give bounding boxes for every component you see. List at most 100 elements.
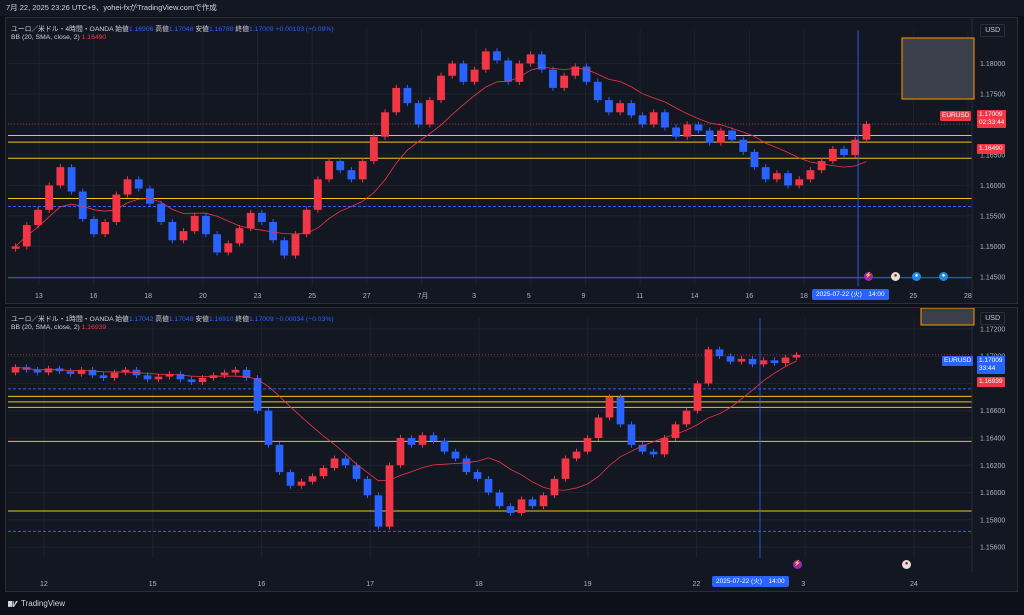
open-label-1h: 始値 <box>115 316 129 323</box>
candle-body <box>539 495 548 507</box>
candle-body <box>352 465 361 479</box>
candle-body <box>517 499 526 513</box>
candle-body <box>526 54 535 64</box>
low-label: 安値 <box>195 26 209 33</box>
y-tick-label: 1.16000 <box>980 183 1005 190</box>
close-value-1h: 1.17009 <box>249 316 274 323</box>
x-tick-label: 15 <box>149 581 157 588</box>
candle-body <box>693 383 702 411</box>
y-tick-label: 1.15500 <box>980 213 1005 220</box>
y-tick-label: 1.16500 <box>980 152 1005 159</box>
bb-basis-line <box>15 360 797 491</box>
candle-body <box>11 367 20 373</box>
symbol-tag-1h: EURUSD <box>942 356 974 366</box>
candle-body <box>246 212 255 229</box>
candle-body <box>291 234 300 256</box>
candle-body <box>828 148 837 162</box>
x-tick-label: 19 <box>584 581 592 588</box>
candle-body <box>616 103 625 113</box>
lightning-icon[interactable]: ⚡ <box>864 272 873 281</box>
candle-body <box>682 410 691 425</box>
chart-panel-4h[interactable]: 1.180001.175001.170001.165001.160001.155… <box>5 17 1018 304</box>
candle-body <box>179 231 188 241</box>
candle-body <box>201 215 210 235</box>
candle-body <box>429 435 438 441</box>
x-tick-label: 18 <box>144 293 152 300</box>
candle-body <box>481 51 490 70</box>
candle-body <box>275 444 284 473</box>
x-tick-label: 18 <box>475 581 483 588</box>
candle-body <box>616 397 625 425</box>
flag-eu-icon-2[interactable]: ● <box>939 272 948 281</box>
flag-us-icon-1h[interactable]: ● <box>902 560 911 569</box>
open-value: 1.16906 <box>128 26 154 33</box>
flag-eu-icon[interactable]: ● <box>912 272 921 281</box>
high-label-1h: 高値 <box>155 316 169 323</box>
candle-body <box>34 209 42 226</box>
y-tick-label: 1.15000 <box>980 244 1005 251</box>
chart-panel-1h[interactable]: 1.172001.170001.168001.166001.164001.162… <box>5 307 1018 592</box>
candle-body <box>694 124 703 131</box>
candle-body <box>67 167 76 192</box>
candle-body <box>739 139 748 152</box>
flag-us-icon[interactable]: ● <box>891 272 900 281</box>
candle-body <box>313 179 322 210</box>
countdown: 02:33:44 <box>979 119 1005 126</box>
x-tick-label: 22 <box>693 581 701 588</box>
candle-body <box>784 173 792 186</box>
candle-body <box>484 478 493 493</box>
candle-body <box>761 167 770 180</box>
tradingview-logo-icon <box>8 600 18 607</box>
candle-body <box>231 369 240 373</box>
candle-body <box>56 167 65 186</box>
bb-price-tag: 1.16490 <box>977 144 1005 154</box>
candle-body <box>572 451 581 459</box>
candle-body <box>123 179 132 195</box>
candle-body <box>319 468 328 477</box>
chart-4h-svg[interactable]: 1.180001.175001.170001.165001.160001.155… <box>6 18 1017 303</box>
candle-body <box>286 472 295 486</box>
x-tick-label: 9 <box>581 293 585 300</box>
y-tick-label: 1.16000 <box>980 490 1005 497</box>
candle-body <box>671 424 680 438</box>
candle-body <box>737 358 746 362</box>
high-value: 1.17048 <box>168 26 194 33</box>
candle-body <box>90 218 98 235</box>
candle-body <box>134 179 143 189</box>
indicator-legend-1h[interactable]: BB (20, SMA, close, 2) 1.16939 <box>11 324 106 331</box>
candle-body <box>451 451 460 459</box>
high-label: 高値 <box>155 26 169 33</box>
chart-header: 7月 22, 2025 23:26 UTC+9、yohei-fxがTrading… <box>0 0 1024 16</box>
x-tick-label: 25 <box>909 293 917 300</box>
ohlc-legend: ユーロ／米ドル・4時間・OANDA 始値1.16906 高値1.17048 安値… <box>11 23 334 33</box>
indicator-legend[interactable]: BB (20, SMA, close, 2) 1.16490 <box>11 34 106 41</box>
high-value-1h: 1.17048 <box>168 316 194 323</box>
brand-label: TradingView <box>21 599 66 608</box>
candle-body <box>550 478 559 496</box>
x-tick-label: 24 <box>910 581 918 588</box>
currency-label[interactable]: USD <box>980 24 1005 37</box>
candle-body <box>280 240 289 256</box>
candle-body <box>515 63 524 82</box>
lightning-icon-1h[interactable]: ⚡ <box>793 560 802 569</box>
currency-label-1h[interactable]: USD <box>980 312 1005 325</box>
candle-body <box>549 69 557 88</box>
candle-body <box>537 54 546 70</box>
candle-body <box>264 410 273 445</box>
candle-body <box>165 373 174 377</box>
candle-body <box>705 130 714 143</box>
candle-body <box>297 481 306 486</box>
candle-body <box>381 112 389 137</box>
last-price-tag: 1.17009 02:33:44 <box>977 110 1007 128</box>
chart-1h-svg[interactable]: 1.172001.170001.168001.166001.164001.162… <box>6 308 1017 591</box>
candle-body <box>121 369 130 373</box>
candle-body <box>253 378 262 411</box>
candle-body <box>45 185 54 210</box>
x-tick-label: 16 <box>258 581 266 588</box>
candle-body <box>638 444 647 452</box>
candle-body <box>414 103 423 125</box>
x-tick-label: 28 <box>964 293 972 300</box>
candle-body <box>506 506 515 513</box>
candle-body <box>440 440 449 452</box>
y-tick-label: 1.17200 <box>980 326 1005 333</box>
